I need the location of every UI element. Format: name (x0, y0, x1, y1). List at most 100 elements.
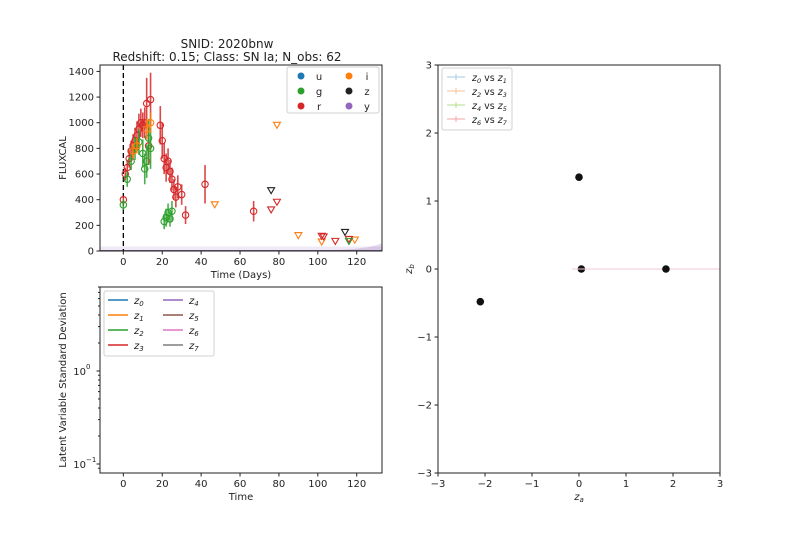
data-point-i (133, 138, 141, 154)
legend-box (441, 67, 513, 131)
legend-label: z4 (188, 296, 199, 308)
data-point-r (181, 206, 190, 225)
lightcurve-axes: SNID: 2020bnw Redshift: 0.15; Class: SN … (58, 37, 383, 281)
y-tick-label: 200 (75, 221, 94, 232)
legend-label: z7 (188, 341, 199, 353)
y-tick-label: 800 (75, 144, 94, 155)
legend-label-i: i (366, 72, 369, 83)
x-tick-label: −2 (478, 479, 493, 490)
upper-limit-r (330, 237, 340, 246)
latent-point (575, 173, 583, 181)
upper-limit-g (344, 237, 354, 246)
data-point-g (123, 171, 131, 187)
marker-circle (146, 144, 155, 153)
x-tick-label: 0 (120, 257, 126, 268)
lightcurve-title: SNID: 2020bnw (181, 37, 274, 51)
y-tick-label: 1400 (69, 67, 94, 78)
x-tick-label: 80 (273, 479, 286, 490)
marker-circle (164, 157, 172, 165)
data-point-g (127, 152, 135, 171)
upper-limit-z (340, 228, 350, 237)
data-point-r (201, 165, 209, 204)
upper-limit-i (210, 201, 220, 209)
lightcurve-frame (99, 64, 383, 252)
marker-circle (146, 118, 155, 127)
legend-label: z0 vs z1 (471, 73, 507, 85)
latent-std-xlabel: Time (228, 492, 253, 503)
data-point-i (146, 112, 155, 133)
legend-marker-i (345, 72, 353, 80)
legend-label: z4 vs z5 (471, 101, 507, 113)
marker-circle (168, 207, 176, 215)
legend-label-u: u (316, 72, 322, 83)
x-tick-label: 40 (195, 257, 208, 268)
marker-circle (123, 175, 131, 183)
latent-point (662, 265, 670, 273)
marker-circle (146, 95, 155, 104)
data-point-r (158, 122, 166, 159)
legend-marker-u (297, 72, 305, 80)
upper-limit-r (319, 233, 329, 241)
upper-limit-r (317, 232, 327, 241)
x-tick-label: −3 (431, 479, 446, 490)
y-tick-label: 1200 (69, 93, 94, 104)
legend-label: z6 vs z7 (471, 115, 508, 127)
marker-circle (121, 170, 130, 178)
y-tick-label: 10 (73, 367, 86, 378)
x-tick-label: 100 (308, 257, 327, 268)
marker-circle (156, 121, 165, 130)
x-tick-label: 120 (347, 257, 366, 268)
x-tick-label: 1 (623, 479, 629, 490)
lightcurve-plot-area (100, 65, 382, 252)
marker-circle (168, 175, 176, 183)
y-tick-label: −2 (417, 401, 432, 412)
x-tick-label: 0 (576, 479, 582, 490)
legend-marker-y (345, 102, 353, 110)
latent-pairs-ylabel: zb (404, 264, 416, 275)
latent-pairs-xlabel: za (573, 492, 584, 504)
x-tick-label: 120 (347, 479, 366, 490)
legend-box (103, 290, 215, 357)
legend-label-y: y (364, 102, 370, 113)
x-tick-label: 2 (670, 479, 676, 490)
x-tick-label: 20 (156, 257, 169, 268)
x-tick-label: 40 (195, 479, 208, 490)
marker-circle (166, 215, 174, 223)
latent-pairs-ticks: −3 −2 −1 0 1 2 3 −3 −2 −1 0 1 2 3 (417, 61, 723, 491)
y-tick-label: −3 (417, 469, 432, 480)
x-tick-label: −1 (525, 479, 540, 490)
marker-circle (140, 165, 149, 173)
marker-circle (249, 207, 258, 215)
marker-circle (144, 134, 153, 142)
y-tick-label: 1 (426, 197, 432, 208)
lightcurve-xlabel: Time (Days) (210, 270, 272, 281)
data-point-r (177, 184, 186, 205)
legend-label: z3 (133, 341, 144, 353)
latent-std-legend: z0 z1 z2 z3 z4 z5 z6 z7 (103, 290, 215, 357)
data-point-g (146, 127, 155, 169)
legend-label: z5 (188, 311, 199, 323)
legend-box (286, 66, 380, 114)
y-tick-label: 3 (426, 61, 432, 72)
upper-limit-i (293, 232, 303, 240)
y-tick-label: 2 (426, 129, 432, 140)
legend-marker-g (297, 87, 305, 95)
y-tick-label: 0 (88, 247, 94, 258)
latent-pairs-legend: z0 vs z1 z2 vs z3 z4 vs z5 z6 vs z7 (441, 67, 513, 131)
x-tick-label: 100 (308, 479, 327, 490)
latent-std-ylabel: Latent Variable Standard Deviation (58, 292, 69, 467)
legend-label: z1 (133, 311, 144, 323)
latent-pairs-axes: −3 −2 −1 0 1 2 3 −3 −2 −1 0 1 2 3 za zb z0 vs z1 z2 vs… (404, 61, 723, 505)
legend-label: z0 (133, 296, 144, 308)
lightcurve-legend: u i g z r y (286, 66, 380, 114)
x-tick-label: 60 (234, 257, 247, 268)
legend-marker-r (297, 102, 305, 110)
latent-pairs-plot-area (476, 173, 720, 306)
data-point-r (249, 200, 258, 222)
y-tick-label: 10 (73, 460, 86, 471)
model-band (100, 246, 382, 251)
upper-limit-r (344, 235, 354, 244)
